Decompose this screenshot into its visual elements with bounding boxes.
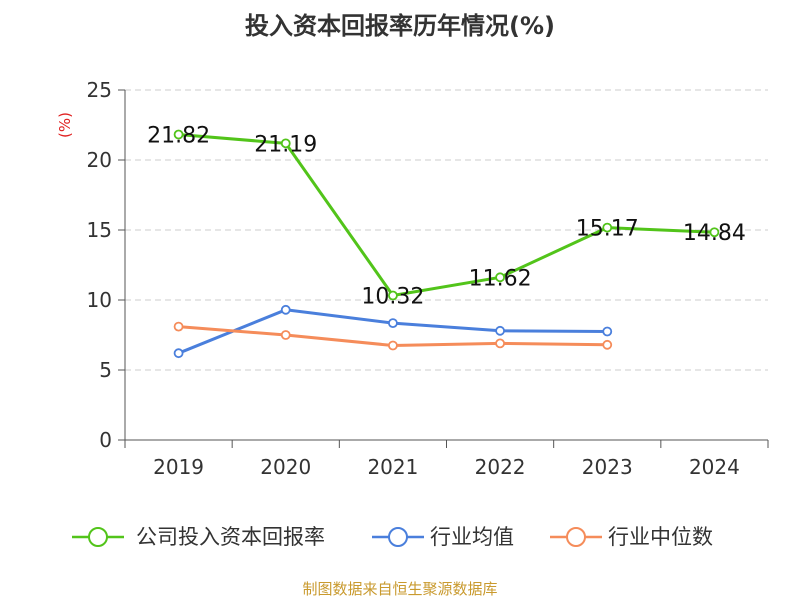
data-label: 21.82 [147, 124, 210, 149]
legend-item[interactable]: 行业均值 [372, 525, 514, 549]
series-line [178, 133, 715, 298]
y-tick-label: 5 [99, 358, 112, 382]
gridlines [125, 89, 768, 371]
chart-title: 投入资本回报率历年情况(%) [245, 12, 555, 40]
data-label: 14.84 [683, 221, 746, 246]
x-tick-label: 2020 [260, 455, 311, 479]
data-point [602, 222, 613, 233]
legend-marker [88, 527, 108, 547]
y-axis-label: (%) [56, 112, 74, 138]
data-point [280, 138, 291, 149]
legend-label: 行业均值 [430, 525, 514, 549]
legend-marker [566, 527, 586, 547]
x-tick-label: 2022 [475, 455, 526, 479]
legend-item[interactable]: 公司投入资本回报率 [72, 525, 325, 549]
data-label: 21.19 [254, 132, 317, 157]
data-label: 10.32 [361, 285, 424, 310]
y-tick-label: 25 [87, 78, 112, 102]
data-point [709, 227, 720, 238]
y-tick-label: 20 [87, 148, 112, 172]
y-tick-label: 10 [87, 288, 112, 312]
data-point [388, 318, 398, 329]
source-note: 制图数据来自恒生聚源数据库 [302, 580, 498, 598]
data-label: 15.17 [576, 217, 639, 242]
x-tick-label: 2023 [582, 455, 633, 479]
legend-marker [388, 527, 408, 547]
legend-label: 公司投入资本回报率 [136, 525, 325, 549]
series-lines [173, 129, 720, 359]
data-point [388, 290, 398, 301]
axes: 0 5 10 15 20 25 (%) 2019 2020 2021 2022 2023 2024 [56, 78, 769, 479]
data-point [388, 340, 398, 351]
x-tick-label: 2019 [153, 455, 204, 479]
x-tick-label: 2024 [689, 455, 740, 479]
data-point [602, 339, 613, 350]
legend-label: 行业中位数 [608, 525, 713, 549]
y-tick-label: 15 [87, 218, 112, 242]
data-point [495, 325, 505, 336]
legend-item[interactable]: 行业中位数 [550, 525, 713, 549]
data-labels: 21.82 21.19 10.32 11.62 15.17 14.84 [147, 124, 746, 310]
data-point [173, 129, 184, 140]
x-tick-label: 2021 [367, 455, 418, 479]
data-label: 11.62 [469, 266, 532, 291]
data-point [280, 304, 291, 315]
data-point [495, 272, 505, 283]
data-point [173, 321, 184, 332]
data-point [495, 338, 505, 349]
data-point [602, 326, 613, 337]
legend: 公司投入资本回报率 行业均值 行业中位数 [72, 525, 713, 549]
y-tick-label: 0 [99, 428, 112, 452]
data-point [173, 348, 184, 359]
data-point [280, 330, 291, 340]
